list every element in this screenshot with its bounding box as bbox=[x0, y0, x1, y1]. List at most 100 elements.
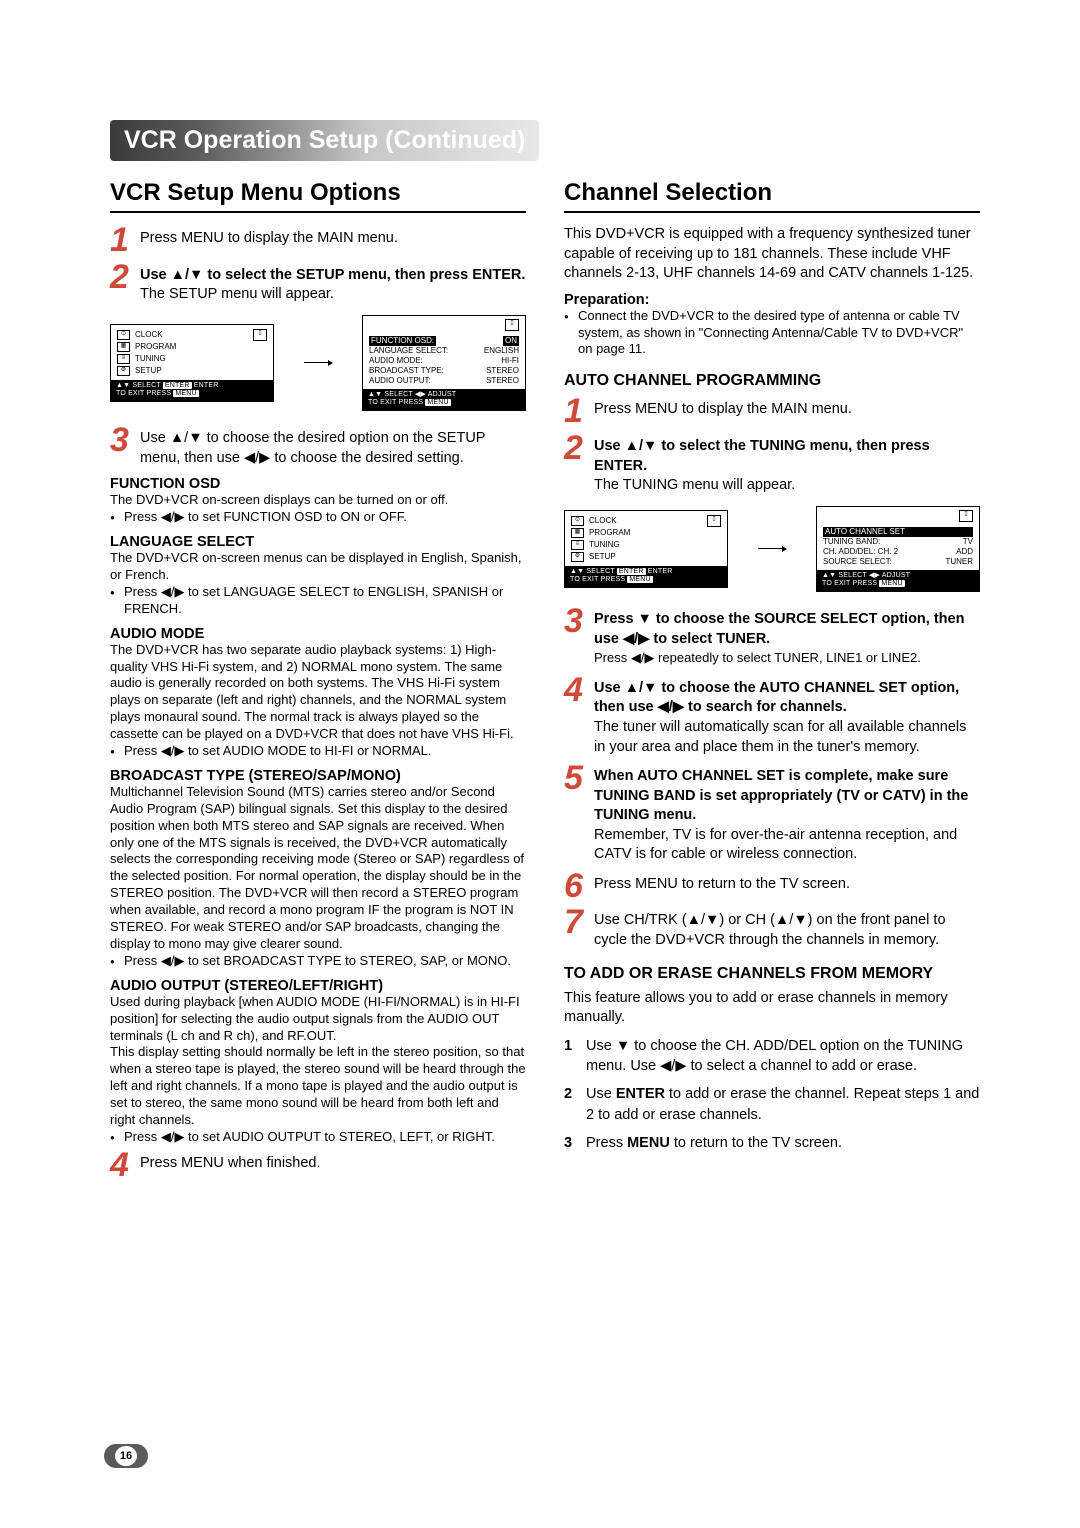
right-step-2: 2 Use ▲/▼ to select the TUNING menu, the… bbox=[564, 433, 980, 496]
step-number-icon: 1 bbox=[564, 396, 588, 427]
program-icon: ▦ bbox=[117, 342, 130, 352]
tuning-icon: ≡ bbox=[117, 354, 130, 364]
clock-icon: ⊙ bbox=[571, 516, 584, 526]
memory-heading: TO ADD OR ERASE CHANNELS FROM MEMORY bbox=[564, 965, 980, 983]
step-text: Press MENU when finished. bbox=[140, 1150, 526, 1174]
step-text: Press MENU to return to the TV screen. bbox=[594, 871, 980, 895]
osd-footer: ▲▼ SELECT ◀▶ ADJUST TO EXIT PRESS MENU bbox=[817, 570, 979, 592]
audio-output-text2: This display setting should normally be … bbox=[110, 1044, 526, 1128]
dvd-icon: ▯ bbox=[707, 515, 721, 527]
step-after: Press ◀/▶ repeatedly to select TUNER, LI… bbox=[594, 650, 921, 665]
osd-row-value: STEREO bbox=[486, 376, 519, 386]
setup-icon: ⚙ bbox=[117, 366, 130, 376]
bullet-item: Press ◀/▶ to set BROADCAST TYPE to STERE… bbox=[110, 953, 526, 970]
right-step-5: 5 When AUTO CHANNEL SET is complete, mak… bbox=[564, 763, 980, 865]
osd-label: TUNING bbox=[135, 354, 166, 364]
osd-label: CLOCK bbox=[135, 330, 163, 340]
language-bullets: Press ◀/▶ to set LANGUAGE SELECT to ENGL… bbox=[110, 584, 526, 618]
step-text: When AUTO CHANNEL SET is complete, make … bbox=[594, 763, 980, 865]
step-after: The tuner will automatically scan for al… bbox=[594, 719, 966, 755]
step-text: Use ▲/▼ to select the SETUP menu, then p… bbox=[140, 262, 526, 305]
step-bold: Use ▲/▼ to choose the AUTO CHANNEL SET o… bbox=[594, 680, 959, 716]
step-text: Use ▲/▼ to choose the AUTO CHANNEL SET o… bbox=[594, 675, 980, 757]
audio-mode-bullets: Press ◀/▶ to set AUDIO MODE to HI-FI or … bbox=[110, 743, 526, 760]
list-bold: ENTER bbox=[616, 1086, 665, 1102]
right-step-4: 4 Use ▲/▼ to choose the AUTO CHANNEL SET… bbox=[564, 675, 980, 757]
osd-main-menu-right: ⊙ CLOCK ▦ PROGRAM ≡ TUNING ⚙ SETUP ▯ ▲▼ SELE… bbox=[564, 510, 728, 589]
osd-row-value: ENGLISH bbox=[484, 346, 519, 356]
step-text: Use CH/TRK (▲/▼) or CH (▲/▼) on the fron… bbox=[594, 907, 980, 950]
preparation-heading: Preparation: bbox=[564, 292, 980, 308]
broadcast-text: Multichannel Television Sound (MTS) carr… bbox=[110, 784, 526, 953]
osd-row-value: TUNER bbox=[945, 557, 973, 567]
right-column: Channel Selection This DVD+VCR is equipp… bbox=[564, 179, 980, 1186]
right-step-6: 6 Press MENU to return to the TV screen. bbox=[564, 871, 980, 902]
step-text: Use ▲/▼ to choose the desired option on … bbox=[140, 425, 526, 468]
audio-output-text1: Used during playback [when AUDIO MODE (H… bbox=[110, 994, 526, 1045]
preparation-bullets: Connect the DVD+VCR to the desired type … bbox=[564, 308, 980, 359]
program-icon: ▦ bbox=[571, 528, 584, 538]
left-section-title: VCR Setup Menu Options bbox=[110, 179, 526, 213]
step-number-icon: 7 bbox=[564, 907, 588, 938]
page-title-bar: VCR Operation Setup (Continued) bbox=[110, 120, 539, 161]
step-bold: Use ▲/▼ to select the TUNING menu, then … bbox=[594, 438, 930, 474]
step-number-icon: 6 bbox=[564, 871, 588, 902]
right-step-7: 7 Use CH/TRK (▲/▼) or CH (▲/▼) on the fr… bbox=[564, 907, 980, 950]
dvd-icon: ▯ bbox=[253, 329, 267, 341]
right-step-3: 3 Press ▼ to choose the SOURCE SELECT op… bbox=[564, 606, 980, 669]
step-bold: When AUTO CHANNEL SET is complete, make … bbox=[594, 768, 968, 823]
content-columns: VCR Setup Menu Options 1 Press MENU to d… bbox=[110, 179, 980, 1186]
osd-label: SETUP bbox=[589, 552, 616, 562]
page-number-badge: 16 bbox=[104, 1444, 148, 1468]
osd-row-label: TUNING BAND: bbox=[823, 537, 880, 547]
bullet-item: Press ◀/▶ to set FUNCTION OSD to ON or O… bbox=[110, 509, 526, 526]
osd-label: TUNING bbox=[589, 540, 620, 550]
audio-output-heading: AUDIO OUTPUT (STEREO/LEFT/RIGHT) bbox=[110, 978, 526, 994]
osd-setup-menu: ▯ FUNCTION OSD:ON LANGUAGE SELECT:ENGLIS… bbox=[362, 315, 526, 412]
audio-output-bullets: Press ◀/▶ to set AUDIO OUTPUT to STEREO,… bbox=[110, 1129, 526, 1146]
osd-label: CLOCK bbox=[589, 516, 617, 526]
dvd-icon: ▯ bbox=[505, 319, 519, 331]
language-heading: LANGUAGE SELECT bbox=[110, 534, 526, 550]
osd-label: PROGRAM bbox=[589, 528, 630, 538]
osd-footer: ▲▼ SELECT ENTER ENTER TO EXIT PRESS MENU bbox=[565, 566, 727, 588]
osd-row-label: BROADCAST TYPE: bbox=[369, 366, 444, 376]
memory-list: 1Use ▼ to choose the CH. ADD/DEL option … bbox=[564, 1036, 980, 1153]
osd-main-menu: ⊙CLOCK ▦PROGRAM ≡TUNING ⚙SETUP ▯ ▲▼ SELE… bbox=[110, 324, 274, 403]
arrow-icon bbox=[758, 548, 786, 549]
function-osd-text: The DVD+VCR on-screen displays can be tu… bbox=[110, 492, 526, 509]
bullet-item: Press ◀/▶ to set AUDIO OUTPUT to STEREO,… bbox=[110, 1129, 526, 1146]
setup-icon: ⚙ bbox=[571, 552, 584, 562]
step-bold: Press ▼ to choose the SOURCE SELECT opti… bbox=[594, 611, 964, 647]
step-number-icon: 3 bbox=[110, 425, 134, 456]
osd-row-label: AUDIO OUTPUT: bbox=[369, 376, 431, 386]
osd-row-value: ADD bbox=[956, 547, 973, 557]
auto-channel-heading: AUTO CHANNEL PROGRAMMING bbox=[564, 372, 980, 390]
bullet-item: Press ◀/▶ to set AUDIO MODE to HI-FI or … bbox=[110, 743, 526, 760]
step-number-icon: 4 bbox=[564, 675, 588, 706]
audio-mode-text: The DVD+VCR has two separate audio playb… bbox=[110, 642, 526, 743]
page-number: 16 bbox=[115, 1446, 137, 1466]
list-text: Use bbox=[586, 1086, 616, 1102]
left-step-3: 3 Use ▲/▼ to choose the desired option o… bbox=[110, 425, 526, 468]
step-text: Press ▼ to choose the SOURCE SELECT opti… bbox=[594, 606, 980, 669]
left-column: VCR Setup Menu Options 1 Press MENU to d… bbox=[110, 179, 526, 1186]
step-after: Remember, TV is for over-the-air antenna… bbox=[594, 827, 957, 863]
osd-row-right: ⊙ CLOCK ▦ PROGRAM ≡ TUNING ⚙ SETUP ▯ ▲▼ SELE… bbox=[564, 506, 980, 593]
step-text: Use ▲/▼ to select the TUNING menu, then … bbox=[594, 433, 980, 496]
step-number-icon: 2 bbox=[564, 433, 588, 464]
step-text: Press MENU to display the MAIN menu. bbox=[594, 396, 980, 420]
tuning-icon: ≡ bbox=[571, 540, 584, 550]
osd-label: SETUP bbox=[135, 366, 162, 376]
list-text: Use ▼ to choose the CH. ADD/DEL option o… bbox=[586, 1038, 963, 1074]
right-section-title: Channel Selection bbox=[564, 179, 980, 213]
step-bold: Use ▲/▼ to select the SETUP menu, then p… bbox=[140, 267, 525, 283]
osd-tuning-menu: ▯ AUTO CHANNEL SET TUNING BAND:TV CH. AD… bbox=[816, 506, 980, 593]
step-number-icon: 1 bbox=[110, 225, 134, 256]
step-number-icon: 2 bbox=[110, 262, 134, 293]
osd-row-label: FUNCTION OSD: bbox=[369, 336, 436, 346]
osd-row-label: LANGUAGE SELECT: bbox=[369, 346, 448, 356]
step-text: Press MENU to display the MAIN menu. bbox=[140, 225, 526, 249]
left-step-2: 2 Use ▲/▼ to select the SETUP menu, then… bbox=[110, 262, 526, 305]
arrow-icon bbox=[304, 362, 332, 363]
